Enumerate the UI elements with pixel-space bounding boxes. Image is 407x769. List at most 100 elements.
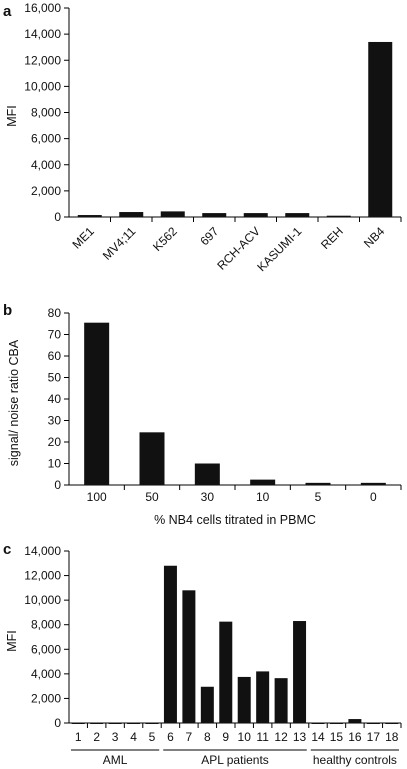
- y-tick-label: 6,000: [31, 642, 61, 656]
- x-tick-label: MV4;11: [100, 224, 139, 263]
- bar: [200, 686, 214, 723]
- x-tick-label: 100: [87, 490, 107, 504]
- bar: [274, 678, 288, 723]
- x-tick-label: 14: [311, 730, 325, 744]
- y-tick-label: 50: [48, 371, 62, 385]
- x-tick-label: 9: [222, 730, 229, 744]
- y-tick-label: 70: [48, 328, 62, 342]
- group-label: APL patients: [201, 753, 269, 767]
- y-tick-label: 2,000: [31, 184, 61, 198]
- x-tick-label: 0: [370, 490, 377, 504]
- group-label: healthy controls: [313, 753, 397, 767]
- bar: [305, 482, 331, 485]
- x-tick-label: 13: [293, 730, 307, 744]
- x-tick-label: ME1: [70, 224, 98, 252]
- x-tick-label: 5: [149, 730, 156, 744]
- x-tick-label: REH: [318, 224, 346, 252]
- bar: [237, 676, 251, 723]
- x-tick-label: KASUMI-1: [254, 224, 304, 274]
- x-tick-label: 10: [238, 730, 252, 744]
- x-tick-label: 18: [385, 730, 399, 744]
- x-axis-title: % NB4 cells titrated in PBMC: [154, 513, 316, 527]
- bar: [285, 213, 310, 217]
- group-label: AML: [103, 753, 128, 767]
- bar: [243, 213, 268, 217]
- y-tick-label: 4,000: [31, 158, 61, 172]
- y-axis-title: MFI: [5, 105, 19, 127]
- bar: [385, 722, 399, 725]
- panel-c-letter: c: [3, 541, 11, 558]
- bar: [348, 719, 362, 723]
- bar: [366, 722, 380, 725]
- y-tick-label: 12,000: [24, 53, 61, 67]
- y-tick-label: 14,000: [24, 27, 61, 41]
- bar: [194, 463, 220, 485]
- x-tick-label: 697: [197, 224, 221, 248]
- bar: [329, 722, 343, 725]
- x-tick-label: 8: [204, 730, 211, 744]
- x-tick-label: 6: [167, 730, 174, 744]
- y-tick-label: 20: [48, 435, 62, 449]
- bar: [163, 565, 177, 723]
- bar: [368, 41, 393, 218]
- panel-b-letter: b: [3, 302, 12, 319]
- y-tick-label: 8,000: [31, 618, 61, 632]
- y-tick-label: 16,000: [24, 1, 61, 15]
- bar: [71, 722, 85, 725]
- x-tick-label: 50: [145, 490, 159, 504]
- x-tick-label: 1: [75, 730, 82, 744]
- panel-a-chart: 0 2,000 4,000 6,000 8,000 10,000 12,000 14,000 1…: [5, 1, 402, 274]
- y-tick-label: 60: [48, 349, 62, 363]
- y-tick-label: 0: [54, 716, 61, 730]
- x-tick-label: K562: [150, 224, 180, 254]
- y-axis-title: MFI: [5, 630, 19, 652]
- bar: [84, 322, 110, 485]
- y-tick-label: 30: [48, 414, 62, 428]
- bar: [145, 722, 159, 725]
- x-tick-label: 7: [186, 730, 193, 744]
- y-axis-title: signal/ noise ratio CBA: [7, 339, 21, 466]
- y-tick-label: 8,000: [31, 106, 61, 120]
- bar: [108, 722, 122, 725]
- bar: [219, 621, 233, 723]
- panel-a-letter: a: [3, 3, 12, 20]
- x-tick-label: 4: [130, 730, 137, 744]
- x-tick-label: 3: [112, 730, 119, 744]
- x-tick-label: NB4: [361, 224, 388, 251]
- y-tick-label: 0: [54, 210, 61, 224]
- bar: [127, 722, 141, 725]
- y-tick-label: 10,000: [24, 593, 61, 607]
- x-tick-label: 15: [330, 730, 344, 744]
- x-tick-label: 5: [315, 490, 322, 504]
- panel-c-chart: 0 2,000 4,000 6,000 8,000 10,000 12,000 14,000 M…: [5, 544, 402, 767]
- y-tick-label: 14,000: [24, 544, 61, 558]
- bar: [90, 722, 104, 725]
- x-tick-label: 12: [274, 730, 288, 744]
- x-tick-label: 16: [348, 730, 362, 744]
- bar: [326, 215, 351, 218]
- y-tick-label: 6,000: [31, 132, 61, 146]
- y-tick-label: 2,000: [31, 691, 61, 705]
- bar: [202, 213, 227, 217]
- bar: [160, 211, 185, 217]
- y-tick-label: 10,000: [24, 79, 61, 93]
- y-tick-label: 0: [54, 478, 61, 492]
- y-tick-label: 40: [48, 392, 62, 406]
- bar: [360, 482, 386, 485]
- x-tick-label: 30: [201, 490, 215, 504]
- bar: [77, 215, 102, 217]
- bar: [311, 722, 325, 725]
- x-tick-label: 11: [256, 730, 269, 744]
- bar: [139, 432, 165, 485]
- x-tick-label: 10: [256, 490, 270, 504]
- y-tick-label: 10: [48, 457, 62, 471]
- y-tick-label: 80: [48, 306, 62, 320]
- bar: [250, 479, 276, 485]
- bar: [119, 212, 144, 217]
- x-tick-label: 17: [367, 730, 381, 744]
- x-tick-label: 2: [93, 730, 100, 744]
- bar: [182, 590, 196, 723]
- bar: [293, 621, 307, 723]
